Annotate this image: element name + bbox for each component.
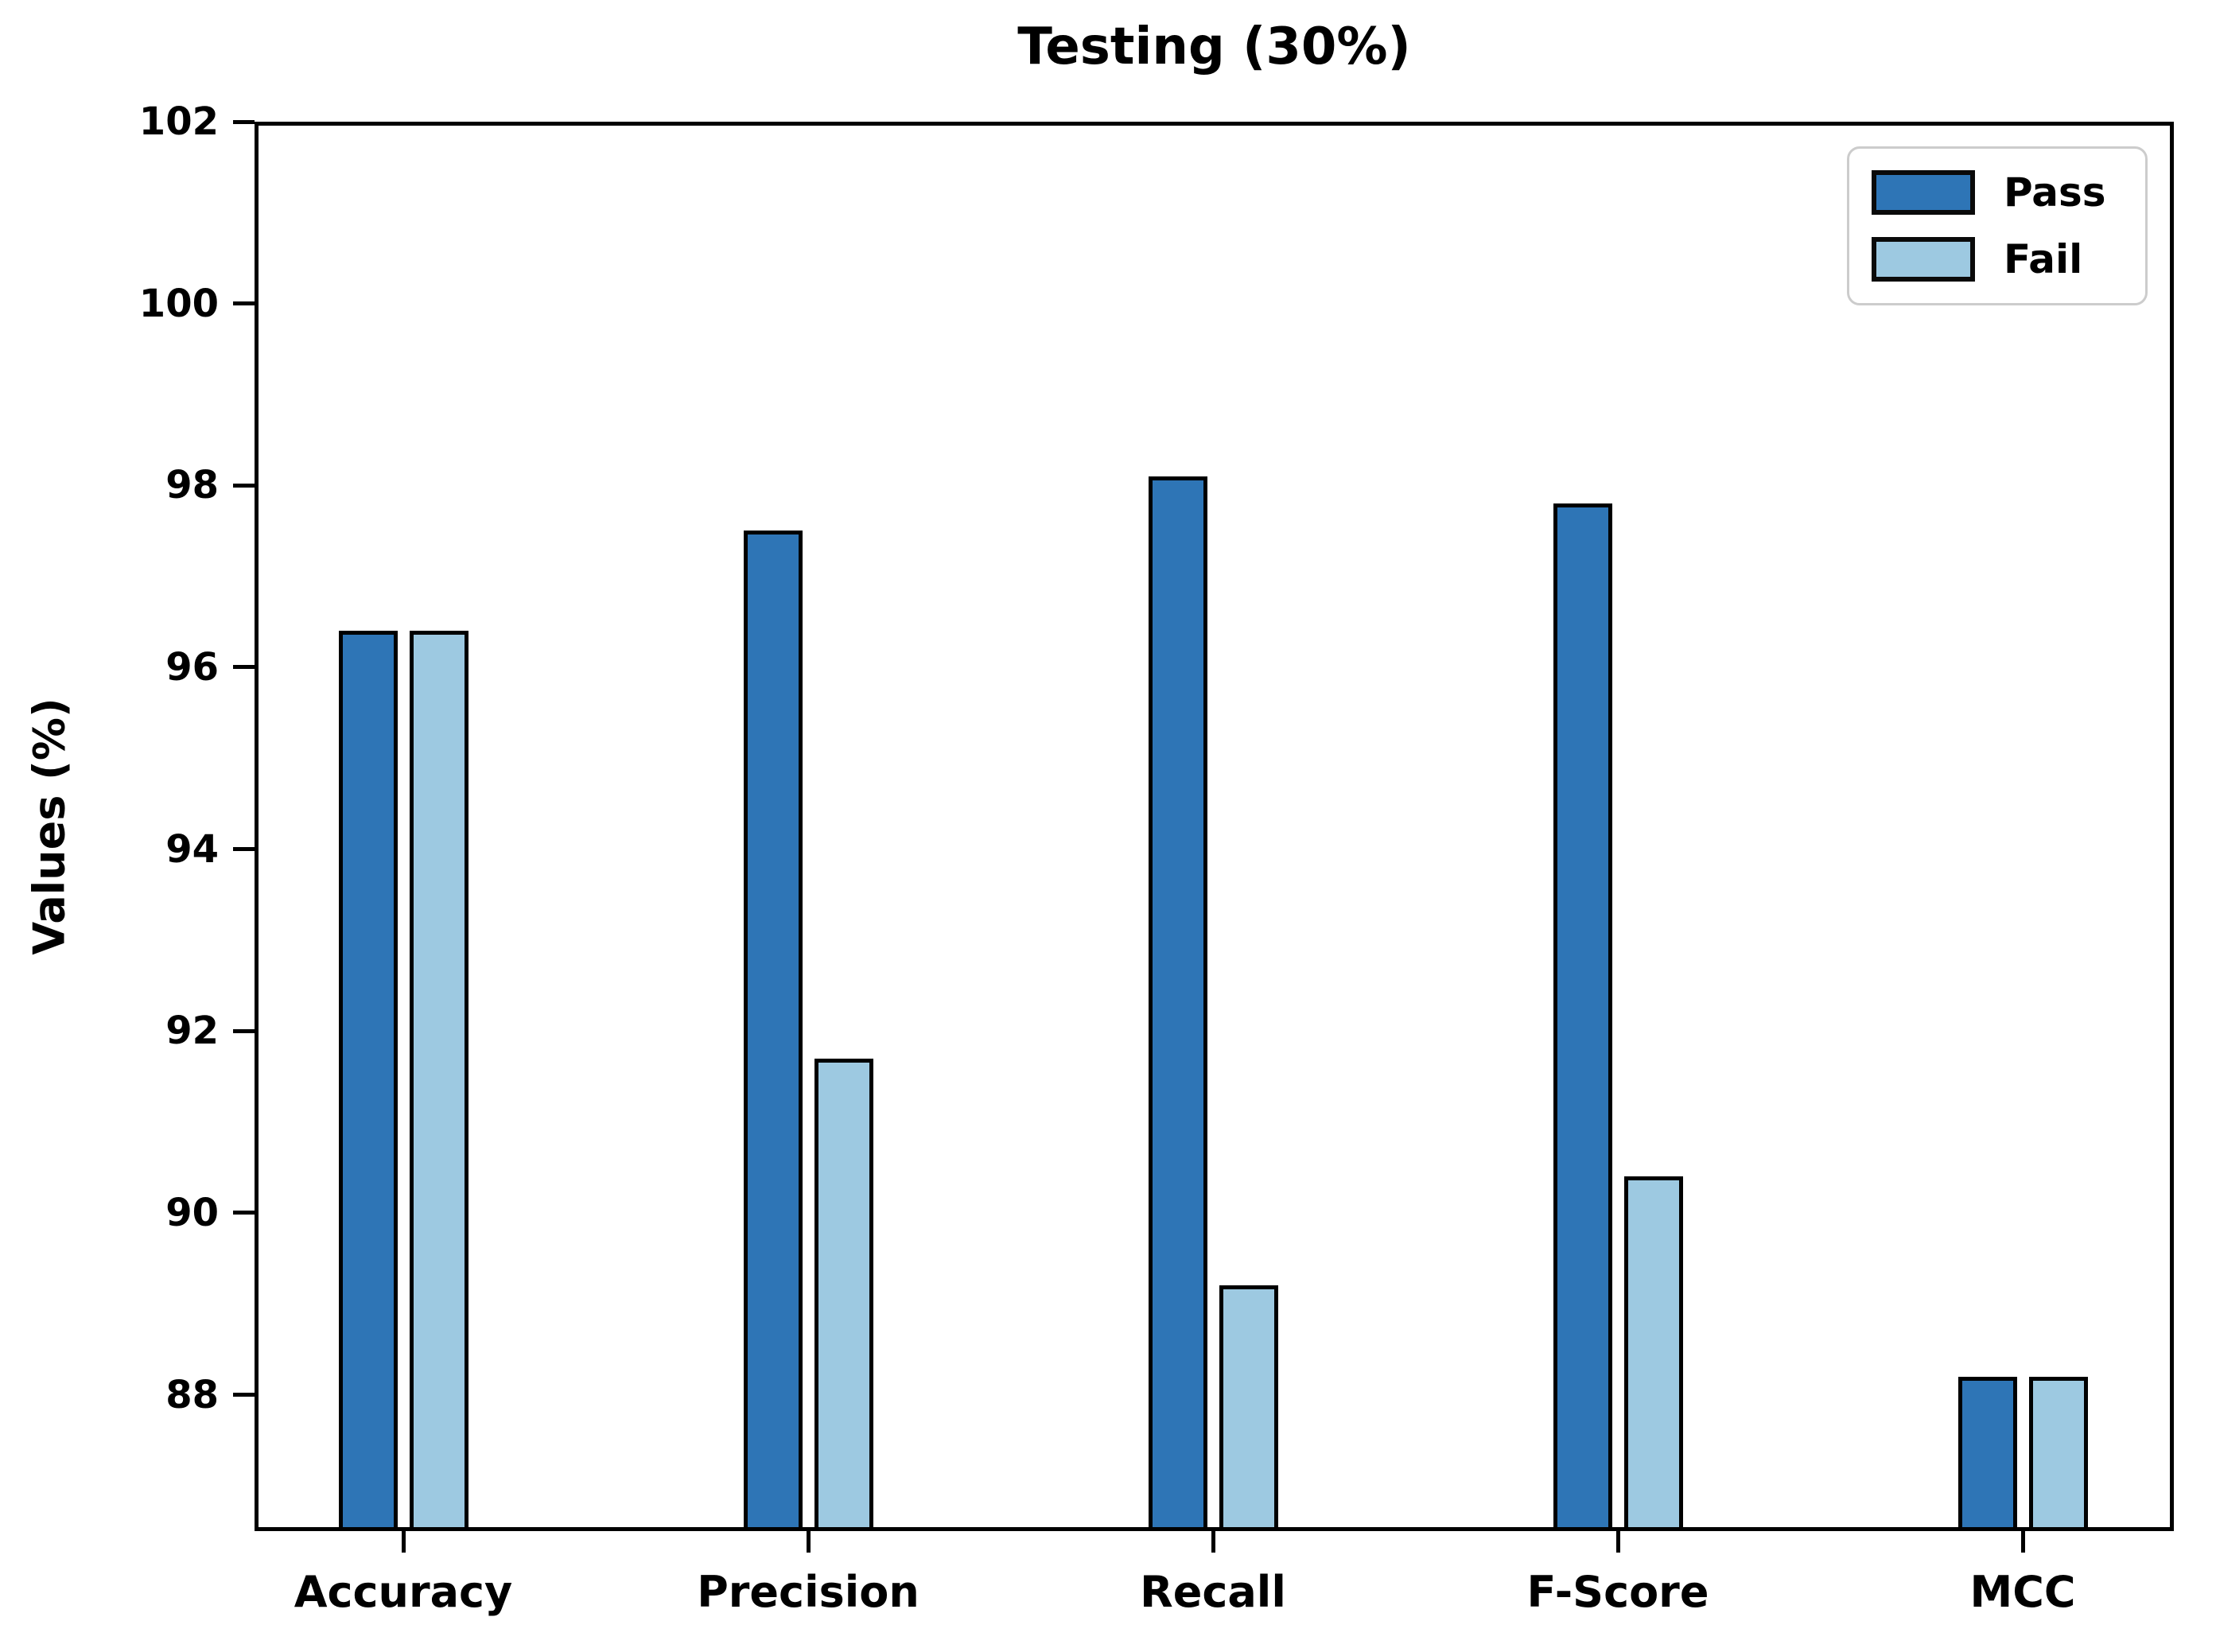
bar-fail-mcc — [2028, 1376, 2088, 1531]
x-tick-label: Accuracy — [294, 1567, 513, 1617]
y-tick-mark — [233, 1211, 255, 1215]
legend-item-pass: Pass — [1872, 169, 2145, 216]
bar-pass-precision — [743, 531, 803, 1531]
legend-label-fail: Fail — [2004, 236, 2083, 282]
x-tick-label: Recall — [1140, 1567, 1286, 1617]
legend-label-pass: Pass — [2004, 169, 2106, 216]
bar-pass-recall — [1148, 476, 1207, 1531]
x-tick-label: Precision — [697, 1567, 919, 1617]
y-tick-mark — [233, 301, 255, 306]
x-tick-mark — [806, 1531, 811, 1553]
y-tick-mark — [233, 665, 255, 670]
bar-fail-precision — [814, 1058, 873, 1531]
y-tick-mark — [233, 1393, 255, 1397]
y-tick-label: 96 — [165, 644, 219, 690]
x-tick-mark — [1615, 1531, 1620, 1553]
legend: Pass Fail — [1847, 146, 2148, 305]
y-tick-mark — [233, 847, 255, 852]
x-tick-label: F-Score — [1526, 1567, 1709, 1617]
y-tick-label: 98 — [165, 463, 219, 508]
bar-pass-accuracy — [338, 631, 398, 1531]
legend-swatch-pass — [1872, 170, 1975, 215]
bar-pass-f-score — [1553, 503, 1612, 1531]
legend-swatch-fail — [1872, 237, 1975, 282]
plot-area — [255, 122, 2174, 1531]
bar-fail-f-score — [1623, 1176, 1683, 1531]
y-tick-label: 100 — [138, 281, 219, 326]
y-tick-mark — [233, 1028, 255, 1033]
y-tick-label: 102 — [138, 99, 219, 144]
x-tick-mark — [1211, 1531, 1215, 1553]
x-tick-mark — [2020, 1531, 2025, 1553]
bar-fail-recall — [1219, 1285, 1278, 1531]
y-tick-label: 92 — [165, 1009, 219, 1054]
y-tick-label: 94 — [165, 826, 219, 872]
chart-title: Testing (30%) — [1017, 17, 1411, 76]
bar-pass-mcc — [1957, 1376, 2017, 1531]
x-tick-label: MCC — [1969, 1567, 2076, 1617]
y-tick-label: 88 — [165, 1372, 219, 1417]
y-tick-mark — [233, 483, 255, 488]
y-tick-mark — [233, 119, 255, 124]
x-tick-mark — [401, 1531, 406, 1553]
y-tick-label: 90 — [165, 1190, 219, 1235]
bar-fail-accuracy — [409, 631, 468, 1531]
legend-item-fail: Fail — [1872, 236, 2145, 282]
